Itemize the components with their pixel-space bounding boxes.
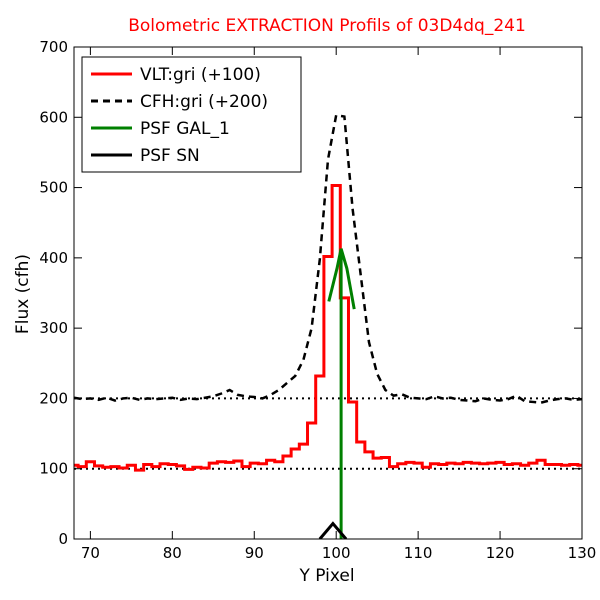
y-tick-label-0: 0	[58, 530, 68, 548]
series-line-psf-sn	[318, 521, 348, 539]
y-tick-label-700: 700	[39, 38, 68, 56]
plot-area	[74, 113, 582, 539]
x-tick-label-80: 80	[163, 544, 182, 562]
y-tick-label-300: 300	[39, 319, 68, 337]
y-axis-label: Flux (cfh)	[13, 254, 33, 334]
chart-title: Bolometric EXTRACTION Profils of 03D4dq_…	[128, 16, 526, 36]
y-tick-label-400: 400	[39, 249, 68, 267]
y-tick-label-500: 500	[39, 179, 68, 197]
legend-label-psf-sn: PSF SN	[140, 146, 200, 166]
y-tick-label-200: 200	[39, 389, 68, 407]
y-tick-label-600: 600	[39, 108, 68, 126]
series-line-psf-gal-1	[327, 248, 356, 539]
legend-label-psf-gal-1: PSF GAL_1	[140, 119, 230, 139]
legend-label-cfh-gri-200: CFH:gri (+200)	[140, 92, 268, 112]
x-tick-label-120: 120	[486, 544, 515, 562]
x-tick-label-90: 90	[245, 544, 264, 562]
legend-box	[81, 56, 302, 173]
legend-label-vlt-gri-100: VLT:gri (+100)	[140, 65, 261, 85]
x-tick-label-70: 70	[81, 544, 100, 562]
x-axis-label: Y Pixel	[298, 566, 354, 586]
y-tick-label-100: 100	[39, 460, 68, 478]
series-line-cfh-gri-200	[74, 113, 582, 404]
series-line-vlt-gri-100	[74, 183, 582, 472]
x-tick-label-110: 110	[404, 544, 433, 562]
x-tick-label-100: 100	[322, 544, 351, 562]
x-tick-label-130: 130	[568, 544, 597, 562]
legend: VLT:gri (+100) CFH:gri (+200) PSF GAL_1 PSF…	[81, 56, 302, 173]
axes: 70 80 90 100 110 120 130 0 100 200 300 400 500 600 700	[39, 38, 596, 562]
plot-frame	[73, 46, 583, 540]
